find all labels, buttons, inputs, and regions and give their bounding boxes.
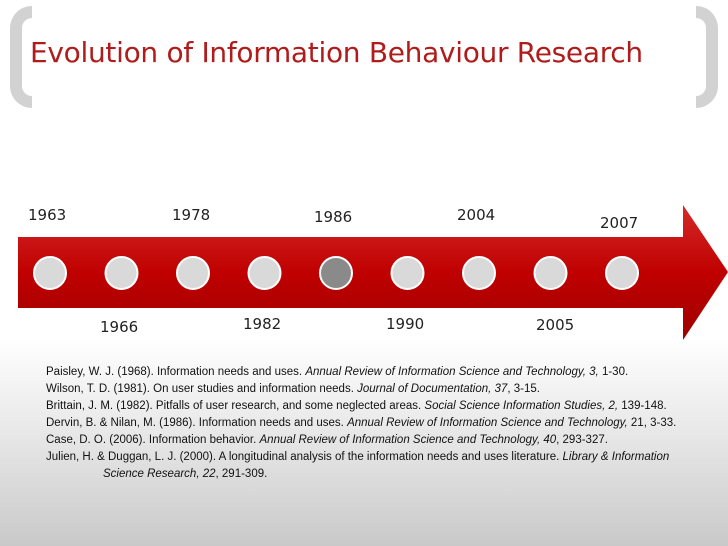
- year-label-2005: 2005: [536, 316, 575, 334]
- left-bracket-decoration: [10, 6, 32, 108]
- reference-item: Julien, H. & Duggan, L. J. (2000). A lon…: [46, 451, 670, 480]
- timeline-node-1963: [33, 256, 67, 290]
- slide-title: Evolution of Information Behaviour Resea…: [30, 36, 643, 69]
- timeline-node-1982: [247, 256, 282, 290]
- year-label-2007: 2007: [600, 214, 639, 232]
- year-label-1990: 1990: [386, 315, 425, 333]
- reference-item: Case, D. O. (2006). Information behavior…: [46, 434, 608, 446]
- timeline-node-1990: [390, 256, 425, 290]
- reference-item: Dervin, B. & Nilan, M. (1986). Informati…: [46, 417, 677, 429]
- reference-item: Wilson, T. D. (1981). On user studies an…: [46, 383, 540, 395]
- timeline-node-1966: [104, 256, 139, 290]
- reference-item: Brittain, J. M. (1982). Pitfalls of user…: [46, 400, 667, 412]
- timeline-node-1986: [319, 256, 353, 290]
- reference-item: Paisley, W. J. (1968). Information needs…: [46, 366, 629, 378]
- timeline-node-2004: [462, 256, 496, 290]
- year-label-1982: 1982: [243, 315, 282, 333]
- references-list: Paisley, W. J. (1968). Information needs…: [46, 364, 706, 483]
- year-label-1963: 1963: [28, 206, 67, 224]
- timeline-nodes: [33, 256, 639, 290]
- year-label-1986: 1986: [314, 208, 353, 226]
- year-label-1966: 1966: [100, 318, 139, 336]
- timeline-node-1978: [176, 256, 210, 290]
- timeline-node-2005: [533, 256, 568, 290]
- timeline-arrow: [18, 205, 728, 340]
- year-label-1978: 1978: [172, 206, 211, 224]
- year-label-2004: 2004: [457, 206, 496, 224]
- timeline-node-2007: [605, 256, 639, 290]
